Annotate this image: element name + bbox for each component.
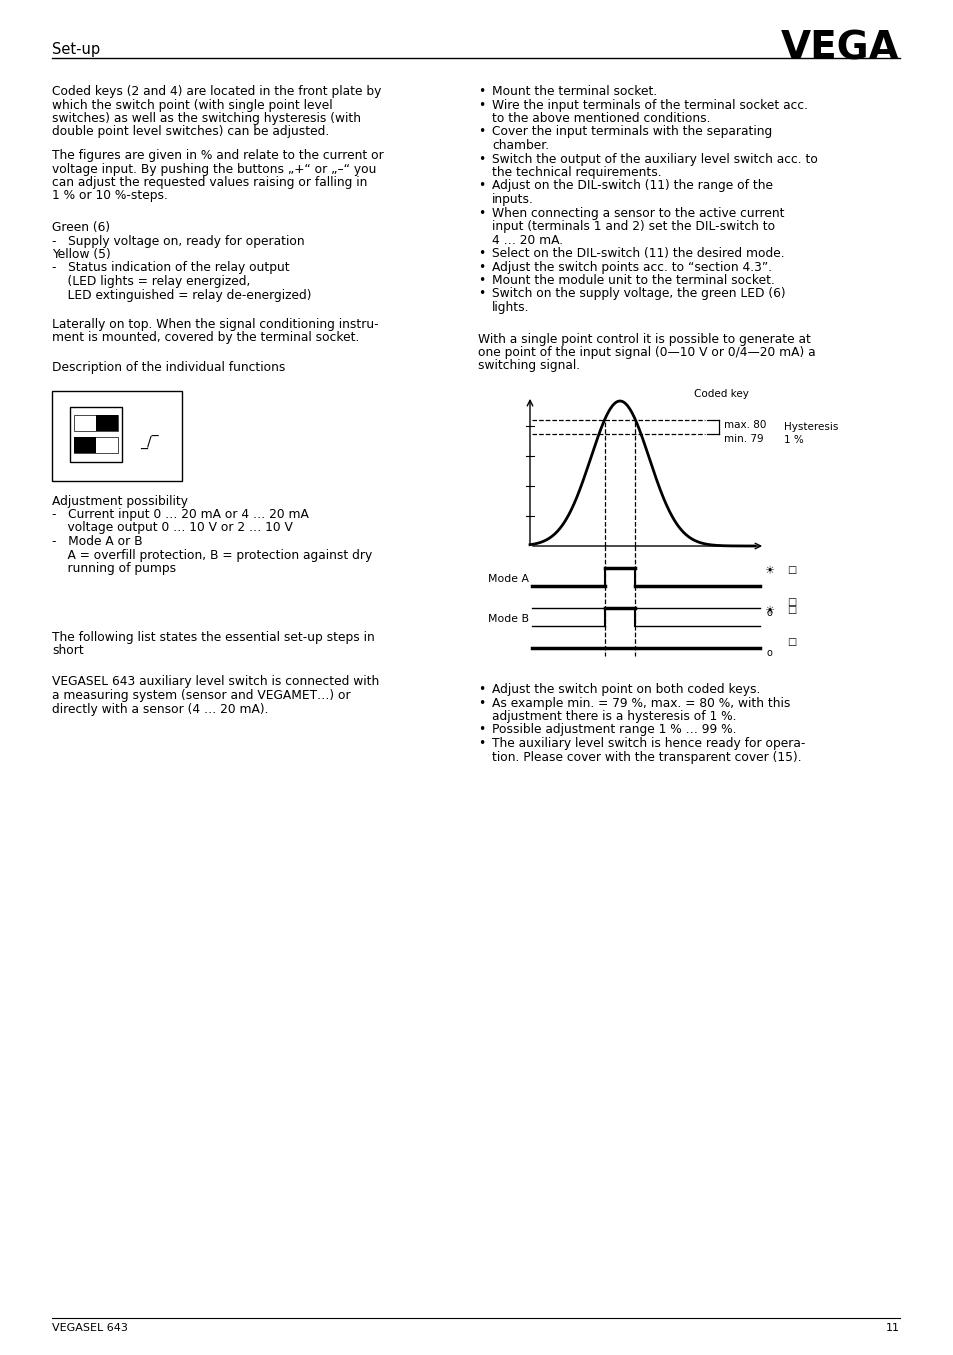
Text: •: • [477, 274, 485, 287]
Text: directly with a sensor (4 … 20 mA).: directly with a sensor (4 … 20 mA). [52, 702, 268, 715]
Text: •: • [477, 126, 485, 138]
Text: which the switch point (with single point level: which the switch point (with single poin… [52, 99, 333, 111]
Bar [74, 436, 118, 453]
Text: Adjust the switch points acc. to “section 4.3”.: Adjust the switch points acc. to “sectio… [492, 260, 771, 274]
Text: Cover the input terminals with the separating: Cover the input terminals with the separ… [492, 126, 771, 138]
Text: •: • [477, 260, 485, 274]
Text: -   Mode A or B: - Mode A or B [52, 535, 143, 547]
Text: max. 80: max. 80 [723, 420, 766, 430]
Text: •: • [477, 206, 485, 220]
Text: A = overfill protection, B = protection against dry: A = overfill protection, B = protection … [52, 549, 372, 561]
Text: VEGA: VEGA [781, 30, 899, 68]
Text: Green (6): Green (6) [52, 221, 110, 234]
Text: -   Current input 0 … 20 mA or 4 … 20 mA: - Current input 0 … 20 mA or 4 … 20 mA [52, 508, 309, 522]
Text: _/‾: _/‾ [140, 435, 158, 450]
Text: lights.: lights. [492, 301, 529, 314]
Text: Mount the terminal socket.: Mount the terminal socket. [492, 85, 657, 98]
Text: Coded key: Coded key [694, 389, 749, 398]
Text: LED extinguished = relay de-energized): LED extinguished = relay de-energized) [52, 289, 312, 302]
Text: Adjustment possibility: Adjustment possibility [52, 495, 188, 508]
Text: ☀: ☀ [763, 566, 773, 576]
Text: Select on the DIL-switch (11) the desired mode.: Select on the DIL-switch (11) the desire… [492, 247, 783, 260]
Text: -   Supply voltage on, ready for operation: - Supply voltage on, ready for operation [52, 234, 304, 248]
Text: tion. Please cover with the transparent cover (15).: tion. Please cover with the transparent … [492, 751, 801, 763]
Text: Coded keys (2 and 4) are located in the front plate by: Coded keys (2 and 4) are located in the … [52, 85, 381, 98]
Text: •: • [477, 683, 485, 696]
Text: As example min. = 79 %, max. = 80 %, with this: As example min. = 79 %, max. = 80 %, wit… [492, 696, 789, 710]
Text: Mount the module unit to the terminal socket.: Mount the module unit to the terminal so… [492, 274, 774, 287]
Text: The following list states the essential set-up steps in: The following list states the essential … [52, 630, 375, 644]
Text: to the above mentioned conditions.: to the above mentioned conditions. [492, 112, 710, 125]
Text: □: □ [786, 604, 796, 615]
Text: •: • [477, 99, 485, 111]
Bar [52, 390, 182, 481]
Text: Mode A: Mode A [488, 575, 529, 584]
Text: Laterally on top. When the signal conditioning instru-: Laterally on top. When the signal condit… [52, 318, 378, 331]
Text: running of pumps: running of pumps [52, 562, 176, 575]
Text: □: □ [786, 598, 796, 607]
Bar [96, 415, 118, 431]
Text: VEGASEL 643: VEGASEL 643 [52, 1322, 128, 1333]
Text: •: • [477, 179, 485, 192]
Text: Switch the output of the auxiliary level switch acc. to: Switch the output of the auxiliary level… [492, 153, 817, 165]
Text: double point level switches) can be adjusted.: double point level switches) can be adju… [52, 126, 329, 138]
Text: Adjust on the DIL-switch (11) the range of the: Adjust on the DIL-switch (11) the range … [492, 179, 772, 192]
Text: VEGASEL 643 auxiliary level switch is connected with: VEGASEL 643 auxiliary level switch is co… [52, 676, 379, 688]
Text: •: • [477, 153, 485, 165]
Text: 4 … 20 mA.: 4 … 20 mA. [492, 233, 562, 247]
Text: When connecting a sensor to the active current: When connecting a sensor to the active c… [492, 206, 783, 220]
Text: •: • [477, 737, 485, 751]
Bar [74, 436, 96, 453]
Text: Yellow (5): Yellow (5) [52, 248, 111, 262]
Text: □: □ [786, 565, 796, 575]
Text: The auxiliary level switch is hence ready for opera-: The auxiliary level switch is hence read… [492, 737, 804, 751]
Text: 1 % or 10 %-steps.: 1 % or 10 %-steps. [52, 190, 168, 202]
Bar [70, 406, 122, 462]
Text: o: o [766, 648, 772, 659]
Text: one point of the input signal (0—10 V or 0/4—20 mA) a: one point of the input signal (0—10 V or… [477, 346, 815, 359]
Text: (LED lights = relay energized,: (LED lights = relay energized, [52, 275, 250, 289]
Text: •: • [477, 247, 485, 260]
Text: min. 79: min. 79 [723, 435, 763, 444]
Text: Mode B: Mode B [488, 614, 529, 625]
Text: switches) as well as the switching hysteresis (with: switches) as well as the switching hyste… [52, 112, 360, 125]
Text: With a single point control it is possible to generate at: With a single point control it is possib… [477, 332, 810, 346]
Text: short: short [52, 644, 84, 657]
Text: Switch on the supply voltage, the green LED (6): Switch on the supply voltage, the green … [492, 287, 785, 301]
Text: •: • [477, 287, 485, 301]
Text: Description of the individual functions: Description of the individual functions [52, 360, 285, 374]
Text: 11: 11 [885, 1322, 899, 1333]
Text: the technical requirements.: the technical requirements. [492, 167, 661, 179]
Text: ment is mounted, covered by the terminal socket.: ment is mounted, covered by the terminal… [52, 332, 359, 344]
Text: a measuring system (sensor and VEGAMET…) or: a measuring system (sensor and VEGAMET…)… [52, 688, 351, 702]
Text: □: □ [786, 637, 796, 646]
Text: Possible adjustment range 1 % … 99 %.: Possible adjustment range 1 % … 99 %. [492, 724, 736, 737]
Text: voltage output 0 … 10 V or 2 … 10 V: voltage output 0 … 10 V or 2 … 10 V [52, 522, 293, 534]
Text: input (terminals 1 and 2) set the DIL-switch to: input (terminals 1 and 2) set the DIL-sw… [492, 220, 774, 233]
Text: chamber.: chamber. [492, 140, 549, 152]
Text: can adjust the requested values raising or falling in: can adjust the requested values raising … [52, 176, 367, 188]
Text: inputs.: inputs. [492, 192, 534, 206]
Text: ☀: ☀ [763, 606, 773, 617]
Text: 1 %: 1 % [783, 435, 803, 444]
Bar [74, 415, 118, 431]
Text: switching signal.: switching signal. [477, 359, 579, 373]
Text: Adjust the switch point on both coded keys.: Adjust the switch point on both coded ke… [492, 683, 760, 696]
Text: Hysteresis: Hysteresis [783, 423, 838, 432]
Text: -   Status indication of the relay output: - Status indication of the relay output [52, 262, 290, 275]
Text: •: • [477, 85, 485, 98]
Text: adjustment there is a hysteresis of 1 %.: adjustment there is a hysteresis of 1 %. [492, 710, 736, 724]
Text: Wire the input terminals of the terminal socket acc.: Wire the input terminals of the terminal… [492, 99, 807, 111]
Text: o: o [766, 608, 772, 618]
Text: •: • [477, 724, 485, 737]
Text: Set-up: Set-up [52, 42, 100, 57]
Text: •: • [477, 696, 485, 710]
Text: voltage input. By pushing the buttons „+“ or „–“ you: voltage input. By pushing the buttons „+… [52, 163, 376, 176]
Text: The figures are given in % and relate to the current or: The figures are given in % and relate to… [52, 149, 383, 163]
